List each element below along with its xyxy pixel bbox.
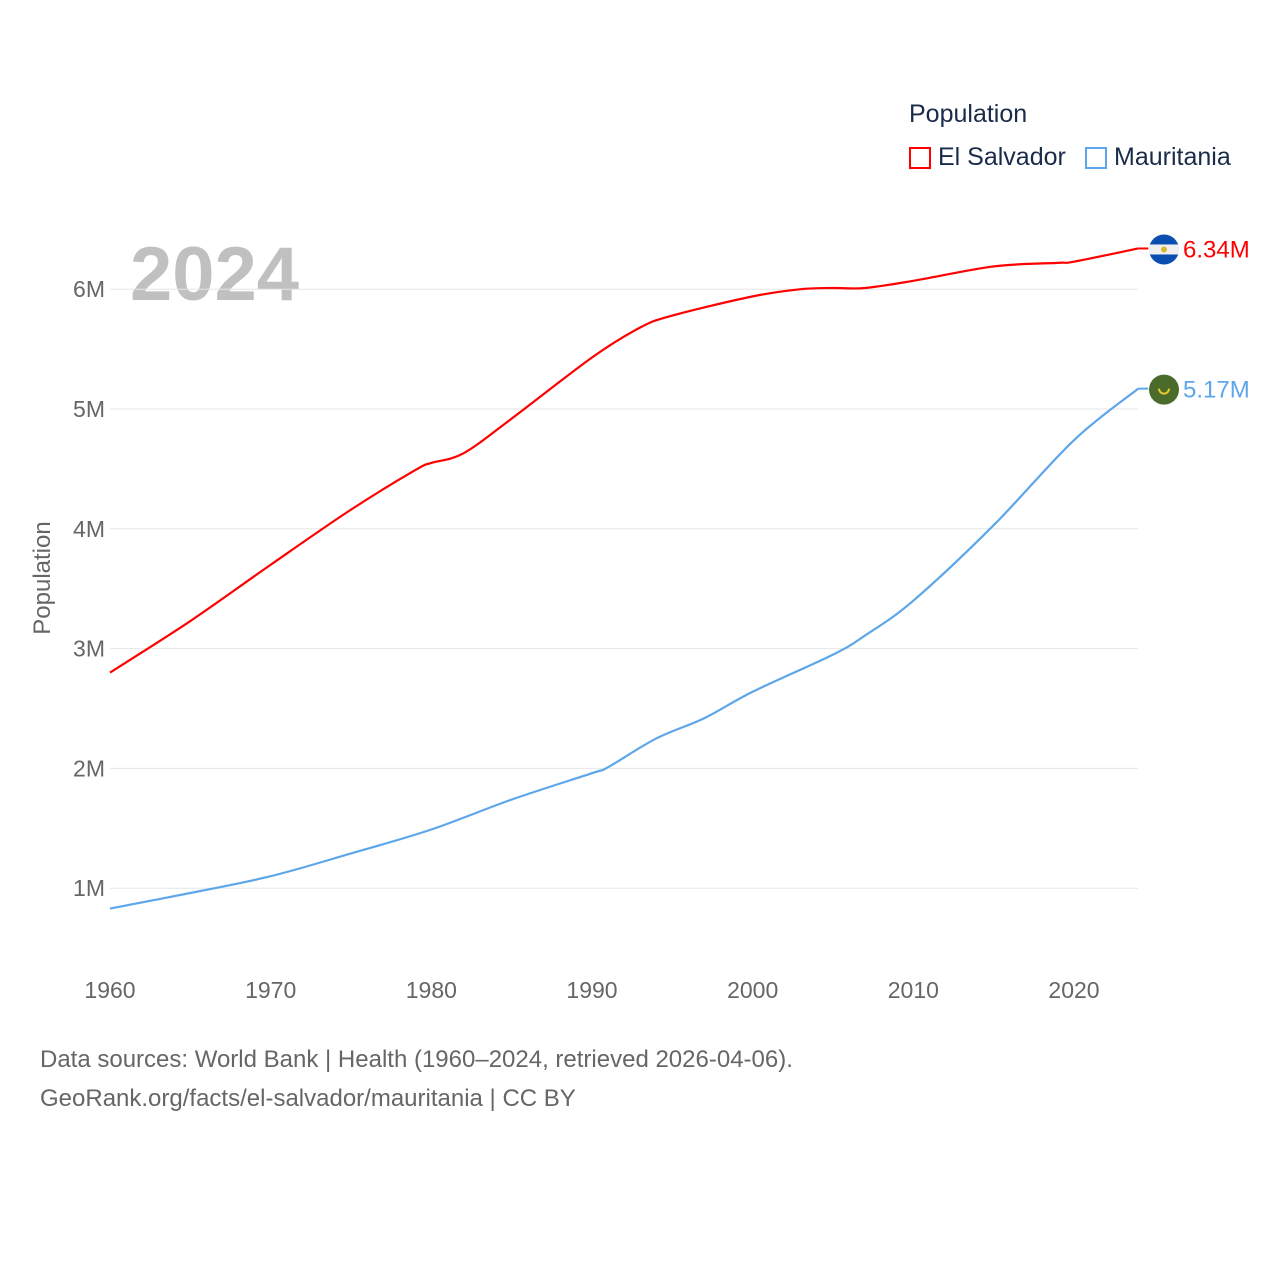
x-tick-label: 1960 xyxy=(84,977,135,1003)
series-line-el-salvador[interactable] xyxy=(109,247,1139,674)
footer-link[interactable]: GeoRank.org/facts/el-salvador/mauritania… xyxy=(40,1085,576,1112)
x-tick-label: 2000 xyxy=(727,977,778,1003)
flag-emblem xyxy=(1161,246,1167,253)
x-tick-label: 2010 xyxy=(888,977,939,1003)
legend-title: Population xyxy=(909,100,1028,128)
y-tick-label: 4M xyxy=(73,516,105,542)
x-tick-label: 2020 xyxy=(1048,977,1099,1003)
y-tick-label: 6M xyxy=(73,276,105,302)
x-tick-label: 1970 xyxy=(245,977,296,1003)
x-tick-label: 1980 xyxy=(406,977,457,1003)
y-tick-label: 3M xyxy=(73,636,105,662)
y-tick-label: 5M xyxy=(73,396,105,422)
legend-swatch xyxy=(1085,146,1107,169)
legend-swatch xyxy=(909,146,931,169)
y-tick-label: 2M xyxy=(73,755,105,781)
legend-label: Mauritania xyxy=(1114,143,1231,171)
y-tick-label: 1M xyxy=(73,875,105,901)
flag-crescent xyxy=(1158,388,1170,395)
legend-label: El Salvador xyxy=(938,143,1066,171)
legend-item-el-salvador[interactable]: El Salvador xyxy=(909,143,1066,172)
end-value-label: 6.34M xyxy=(1183,236,1250,263)
legend-item-mauritania[interactable]: Mauritania xyxy=(1085,143,1231,172)
y-axis-label: Population xyxy=(29,521,56,634)
footer-source: Data sources: World Bank | Health (1960–… xyxy=(40,1046,793,1073)
end-value-label: 5.17M xyxy=(1183,377,1250,404)
mauritania-flag-icon xyxy=(1149,374,1179,405)
series-line-mauritania[interactable] xyxy=(109,387,1139,910)
year-title: 2024 xyxy=(130,232,299,317)
x-tick-label: 1990 xyxy=(566,977,617,1003)
